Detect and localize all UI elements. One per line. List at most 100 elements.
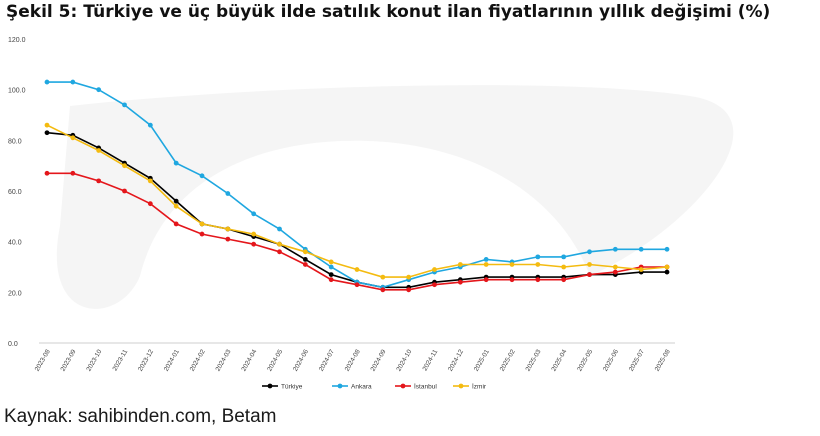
data-point (612, 264, 618, 270)
legend-item: İstanbul (395, 382, 437, 391)
data-point (147, 201, 153, 207)
data-point (225, 236, 231, 242)
data-point (664, 269, 670, 275)
data-point (328, 264, 334, 270)
x-tick-label: 2023-09 (60, 348, 78, 372)
data-point (70, 170, 76, 176)
data-point (354, 282, 360, 288)
data-point (406, 287, 412, 293)
x-tick-label: 2024-02 (189, 348, 207, 372)
source-note: Kaynak: sahibinden.com, Betam (4, 406, 277, 427)
data-point (612, 269, 618, 275)
x-tick-label: 2024-12 (447, 348, 465, 372)
legend-swatch-marker (267, 383, 273, 389)
x-tick-label: 2025-03 (525, 348, 543, 372)
data-point (328, 277, 334, 283)
line-chart: 0.0 20.0 40.0 60.0 80.0 100.0 120.0 2023-08 2023… (8, 37, 734, 391)
x-tick-label: 2025-04 (550, 348, 568, 372)
data-point (406, 274, 412, 280)
data-point (173, 221, 179, 227)
data-point (432, 267, 437, 272)
x-tick-label: 2025-07 (628, 348, 646, 372)
data-point (70, 79, 76, 85)
data-point (44, 170, 50, 176)
x-tick-label: 2024-03 (215, 348, 233, 372)
x-tick-label: 2024-09 (370, 348, 388, 372)
x-tick-label: 2024-01 (163, 348, 181, 372)
legend-label: Türkiye (281, 384, 303, 391)
chart-title: Şekil 5: Türkiye ve üç büyük ilde satılı… (6, 2, 771, 22)
data-point (380, 274, 386, 280)
x-tick-label: 2025-06 (602, 348, 620, 372)
legend-swatch-marker (458, 383, 464, 389)
data-point (251, 241, 257, 247)
data-point (44, 130, 50, 136)
x-tick-label: 2025-01 (473, 348, 491, 372)
data-point (199, 173, 205, 179)
data-point (277, 249, 282, 255)
data-point (612, 246, 618, 252)
data-point (483, 262, 489, 267)
x-tick-label: 2024-08 (344, 348, 362, 372)
series-layer (44, 79, 670, 293)
x-tick-label: 2023-08 (34, 348, 52, 372)
data-point (483, 257, 489, 262)
legend-item: Türkiye (262, 384, 303, 391)
data-point (225, 191, 231, 196)
y-tick-label: 0.0 (8, 341, 18, 348)
legend-swatch-marker (337, 383, 343, 389)
x-tick-label: 2024-05 (266, 348, 284, 372)
data-point (638, 246, 644, 252)
legend-label: İstanbul (414, 382, 437, 391)
data-point (199, 231, 205, 237)
data-point (509, 277, 515, 283)
data-point (122, 188, 127, 194)
series-4 (44, 122, 670, 280)
x-tick-label: 2024-07 (318, 348, 336, 372)
x-tick-label: 2025-02 (499, 348, 517, 372)
data-point (535, 254, 541, 260)
x-tick-label: 2023-10 (85, 348, 103, 372)
y-tick-label: 100.0 (8, 88, 26, 95)
x-tick-label: 2025-08 (654, 348, 672, 372)
y-tick-label: 20.0 (8, 290, 22, 297)
x-tick-label: 2023-11 (111, 348, 129, 372)
data-point (587, 249, 592, 255)
data-point (173, 203, 179, 209)
data-point (638, 267, 644, 272)
data-point (561, 254, 567, 260)
data-point (664, 264, 670, 270)
data-point (44, 122, 50, 128)
data-point (96, 148, 102, 153)
data-point (277, 241, 282, 247)
data-point (302, 262, 308, 267)
x-tick-label: 2024-04 (240, 348, 258, 372)
data-point (535, 277, 541, 283)
x-tick-label: 2024-06 (292, 348, 310, 372)
y-tick-label: 120.0 (8, 37, 26, 44)
y-tick-label: 60.0 (8, 189, 22, 196)
data-point (457, 262, 463, 267)
y-tick-label: 40.0 (8, 240, 22, 247)
data-point (302, 249, 308, 255)
data-point (122, 102, 127, 108)
data-point (44, 79, 50, 85)
chart-area: 0.0 20.0 40.0 60.0 80.0 100.0 120.0 2023-08 2023… (0, 26, 820, 406)
data-point (302, 257, 308, 262)
series-3 (44, 170, 670, 293)
data-point (70, 135, 76, 141)
legend-item: Ankara (332, 384, 372, 391)
x-tick-label: 2025-05 (576, 348, 594, 372)
legend: Türkiye Ankara İstanbul İzmir (262, 382, 487, 391)
data-point (122, 163, 127, 169)
data-point (561, 277, 567, 283)
data-point (535, 262, 541, 267)
data-point (587, 262, 592, 267)
x-tick-label: 2023-12 (137, 348, 155, 372)
data-point (457, 279, 463, 285)
legend-swatch-marker (400, 383, 406, 389)
legend-item: İzmir (453, 382, 487, 391)
data-point (225, 226, 231, 232)
series-2 (44, 79, 670, 290)
data-point (587, 272, 592, 277)
